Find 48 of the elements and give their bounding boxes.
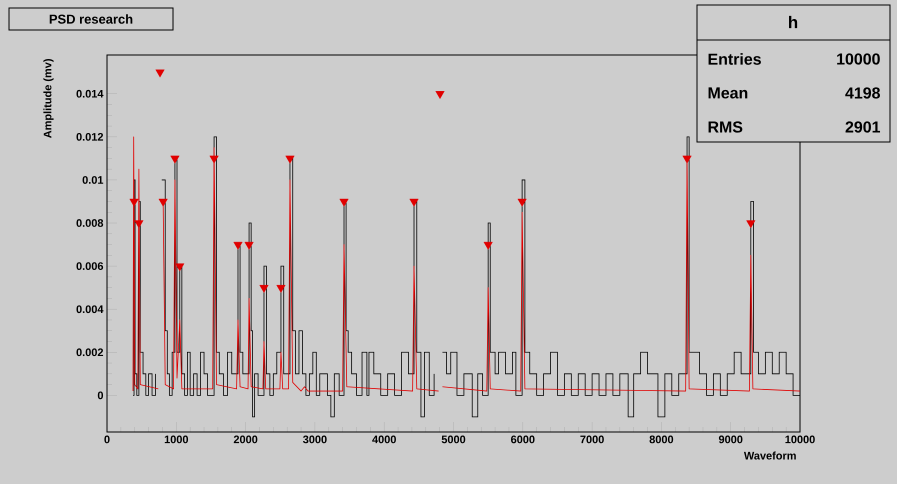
point bbox=[170, 156, 180, 164]
x-tick-label: 9000 bbox=[718, 436, 742, 444]
point bbox=[518, 198, 527, 207]
annotation: RMS bbox=[708, 121, 742, 133]
point bbox=[210, 156, 219, 164]
point bbox=[746, 220, 756, 228]
point bbox=[130, 198, 139, 207]
x-tick-label: 8000 bbox=[650, 436, 674, 444]
point bbox=[435, 91, 445, 99]
x-tick-label: 0 bbox=[104, 436, 110, 444]
y-axis-title: Amplitude (mv) bbox=[43, 59, 54, 138]
y-tick-label: 0.014 bbox=[76, 90, 104, 98]
x-tick-label: 3000 bbox=[302, 436, 327, 444]
annotation: Entries bbox=[708, 53, 761, 65]
x-axis-title: Waveform bbox=[744, 452, 796, 460]
text: h bbox=[789, 16, 798, 28]
y-tick-label: 0.01 bbox=[82, 176, 104, 184]
point bbox=[233, 242, 243, 250]
y-tick-label: 0.006 bbox=[76, 262, 104, 270]
point bbox=[155, 70, 165, 78]
point bbox=[285, 156, 294, 164]
point bbox=[244, 242, 254, 250]
y-tick-label: 0.004 bbox=[76, 305, 104, 314]
y-tick-label: 0.002 bbox=[76, 348, 104, 356]
point bbox=[409, 198, 419, 207]
point bbox=[339, 198, 349, 207]
point bbox=[276, 284, 286, 293]
annotation: Mean bbox=[708, 87, 748, 99]
point bbox=[682, 156, 692, 164]
x-tick-label: 2000 bbox=[234, 436, 258, 444]
y-tick-label: 0.008 bbox=[76, 219, 104, 227]
x-tick-label: 1000 bbox=[164, 436, 188, 444]
y-tick-label: 0 bbox=[98, 391, 104, 400]
text: 10000 bbox=[837, 53, 880, 65]
chart-title: PSD research bbox=[50, 14, 132, 24]
x-tick-label: 4000 bbox=[372, 436, 396, 444]
y-tick-label: 0.012 bbox=[76, 132, 104, 141]
x-tick-label: 5000 bbox=[442, 436, 466, 444]
text: 2901 bbox=[846, 121, 880, 133]
text: 4198 bbox=[845, 87, 880, 99]
x-tick-label: 7000 bbox=[580, 436, 604, 444]
point bbox=[175, 263, 184, 272]
x-tick-label: 10000 bbox=[785, 436, 815, 444]
point bbox=[259, 284, 269, 293]
point bbox=[134, 220, 144, 228]
point bbox=[484, 242, 493, 250]
point bbox=[158, 198, 168, 207]
x-tick-label: 6000 bbox=[511, 436, 535, 444]
